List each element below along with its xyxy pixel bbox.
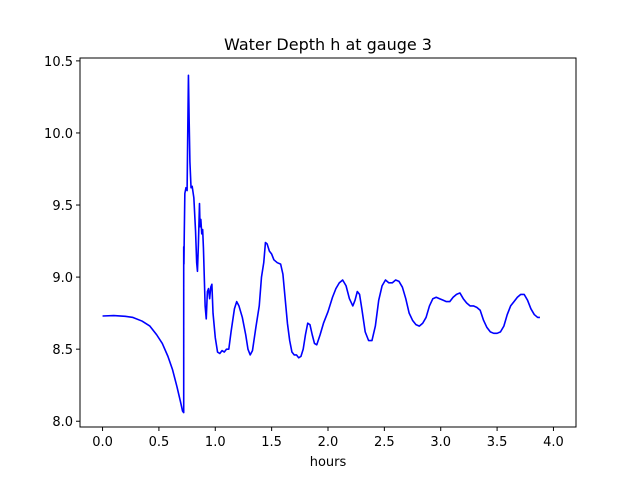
x-tick-label: 2.5 [374, 435, 395, 450]
chart-title: Water Depth h at gauge 3 [224, 35, 432, 54]
series-group [102, 74, 540, 414]
x-tick-label: 0.0 [92, 435, 113, 450]
y-tick-label: 10.5 [44, 55, 73, 70]
plot-frame [79, 57, 577, 428]
x-tick-label: 3.5 [487, 435, 508, 450]
y-tick-label: 8.5 [52, 343, 73, 358]
x-tick-label: 3.0 [430, 435, 451, 450]
x-tick-label: 0.5 [149, 435, 170, 450]
y-tick-label: 9.5 [52, 199, 73, 214]
series-line [102, 74, 540, 414]
x-tick-label: 4.0 [543, 435, 564, 450]
x-axis-ticks: 0.0 0.5 1.0 1.5 2.0 2.5 3.0 3.5 4.0 [92, 427, 564, 450]
x-tick-label: 2.0 [318, 435, 339, 450]
y-axis-ticks: 8.0 8.5 9.0 9.5 10.0 10.5 [44, 55, 80, 430]
x-tick-label: 1.5 [261, 435, 282, 450]
y-tick-label: 9.0 [52, 271, 73, 286]
x-axis-label: hours [310, 455, 347, 470]
y-tick-label: 10.0 [44, 127, 73, 142]
x-tick-label: 1.0 [205, 435, 226, 450]
y-tick-label: 8.0 [52, 415, 73, 430]
